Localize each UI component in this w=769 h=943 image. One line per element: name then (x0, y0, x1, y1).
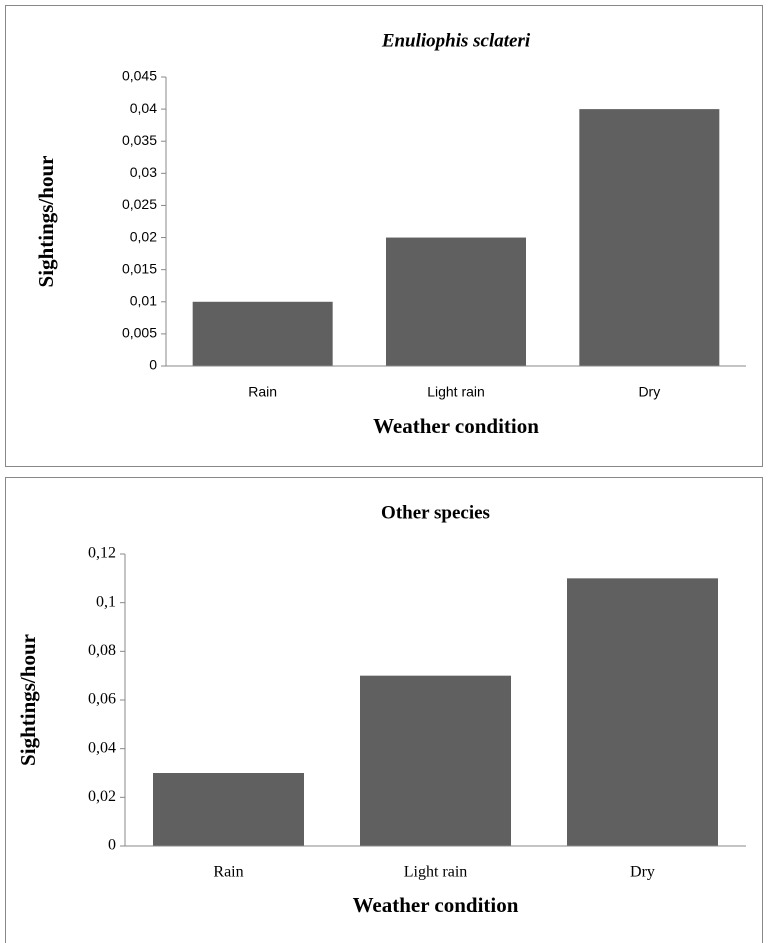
y-tick-label: 0 (108, 837, 116, 854)
chart-title: Other species (381, 502, 490, 523)
x-tick-label: Light rain (427, 384, 485, 400)
x-tick-label: Dry (638, 384, 660, 400)
y-tick-label: 0,02 (130, 228, 157, 244)
chart-border (5, 5, 763, 467)
bar (579, 109, 720, 366)
bar (192, 301, 333, 366)
y-tick-label: 0,03 (130, 164, 157, 180)
chart-border (5, 477, 763, 943)
x-axis-label: Weather condition (373, 414, 539, 438)
bar (360, 675, 511, 846)
x-tick-label: Dry (630, 864, 655, 881)
y-tick-label: 0,01 (130, 292, 157, 308)
bar (567, 578, 718, 846)
y-tick-label: 0,1 (96, 593, 116, 610)
x-tick-label: Rain (248, 384, 277, 400)
y-tick-label: 0,02 (88, 788, 116, 805)
bar (386, 237, 526, 366)
x-tick-label: Rain (213, 864, 243, 881)
y-tick-label: 0,04 (88, 739, 116, 756)
y-tick-label: 0,025 (122, 196, 157, 212)
y-tick-label: 0,035 (122, 132, 157, 148)
chart-title: Enuliophis sclateri (381, 30, 531, 51)
bar (153, 773, 304, 846)
y-axis-label: Sightings/hour (34, 156, 58, 288)
y-tick-label: 0,045 (122, 68, 157, 84)
y-tick-label: 0,12 (88, 545, 116, 562)
y-axis-label: Sightings/hour (16, 634, 40, 766)
x-axis-label: Weather condition (353, 893, 519, 917)
x-tick-label: Light rain (404, 864, 468, 881)
y-tick-label: 0,08 (88, 642, 116, 659)
y-tick-label: 0,06 (88, 691, 116, 708)
y-tick-label: 0,005 (122, 325, 157, 341)
y-tick-label: 0,015 (122, 260, 157, 276)
y-tick-label: 0,04 (130, 100, 157, 116)
y-tick-label: 0 (149, 357, 157, 373)
